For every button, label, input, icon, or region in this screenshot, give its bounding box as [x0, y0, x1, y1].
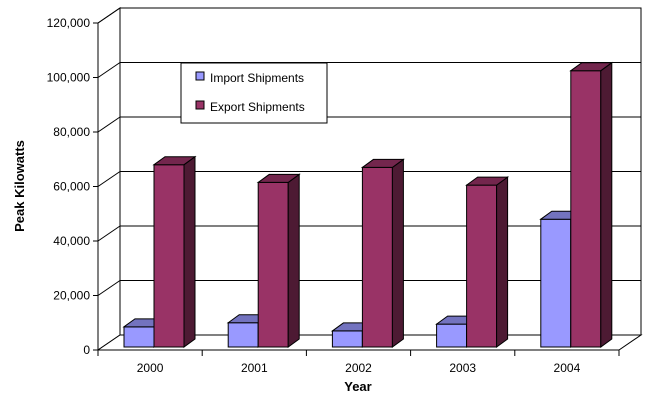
- legend-label-import: Import Shipments: [210, 71, 304, 85]
- y-tick-labels: 0 20,000 40,000 60,000 80,000 100,000 120,000: [47, 16, 91, 357]
- x-tick-labels: 2000 2001 2002 2003 2004: [137, 361, 581, 375]
- bar-front: [466, 184, 498, 348]
- gridline-side: [97, 116, 121, 133]
- bars: [122, 61, 614, 348]
- bar-top: [152, 156, 197, 166]
- x-tick-label: 2003: [449, 361, 476, 375]
- legend-box: [180, 62, 328, 124]
- bar-top: [256, 173, 301, 183]
- gridline-side: [97, 7, 121, 24]
- y-tick-label: 80,000: [53, 125, 90, 139]
- x-axis-title: Year: [344, 379, 371, 394]
- bar-side: [391, 158, 404, 348]
- bar-top: [465, 176, 510, 186]
- bar-front: [331, 330, 363, 348]
- bar-top: [569, 62, 614, 72]
- bar-side: [496, 176, 509, 348]
- bar: [465, 176, 510, 348]
- y-tick-label: 0: [83, 343, 90, 357]
- bar: [256, 173, 301, 348]
- bar-side: [287, 173, 300, 348]
- bar-front: [153, 164, 185, 348]
- y-tick-label: 100,000: [47, 71, 91, 85]
- gridline-side: [97, 171, 121, 187]
- bar-front: [570, 70, 602, 348]
- y-tick-label: 60,000: [53, 180, 90, 194]
- x-tick-label: 2001: [241, 361, 268, 375]
- bar-side: [183, 155, 196, 348]
- y-tick-label: 20,000: [53, 289, 90, 303]
- bar: [360, 158, 405, 348]
- bar-front: [257, 181, 289, 348]
- legend-swatch-export: [195, 100, 205, 110]
- legend-label-export: Export Shipments: [210, 100, 305, 114]
- bar-front: [436, 323, 468, 348]
- bar: [152, 155, 197, 348]
- x-tick-label: 2002: [345, 361, 372, 375]
- gridline-side: [97, 280, 121, 296]
- legend: Import Shipments Export Shipments: [180, 62, 328, 124]
- bar-top: [360, 158, 405, 168]
- bar-front: [540, 218, 572, 348]
- legend-swatch-import: [195, 71, 205, 81]
- x-tick-label: 2000: [137, 361, 164, 375]
- y-tick-label: 120,000: [47, 16, 91, 30]
- y-axis-title: Peak Kilowatts: [12, 140, 27, 232]
- gridline-side: [97, 62, 121, 78]
- x-tick-label: 2004: [554, 361, 581, 375]
- gridline-side: [97, 225, 121, 242]
- bar: [569, 61, 614, 348]
- bar-front: [227, 322, 259, 348]
- y-tick-label: 40,000: [53, 234, 90, 248]
- bar-side: [600, 61, 613, 348]
- bar-front: [361, 166, 393, 348]
- bar-front: [123, 326, 155, 348]
